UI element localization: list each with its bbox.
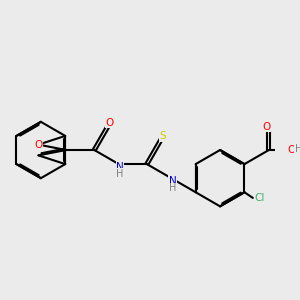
Text: N: N: [116, 162, 124, 172]
Text: N: N: [169, 176, 177, 186]
Text: O: O: [262, 122, 270, 132]
Text: S: S: [159, 131, 166, 141]
Text: H: H: [116, 169, 124, 179]
Text: O: O: [34, 140, 43, 150]
Text: O: O: [106, 118, 114, 128]
Text: H: H: [295, 144, 300, 154]
Text: O: O: [288, 145, 296, 155]
Text: Cl: Cl: [254, 193, 265, 203]
Text: H: H: [169, 183, 176, 193]
